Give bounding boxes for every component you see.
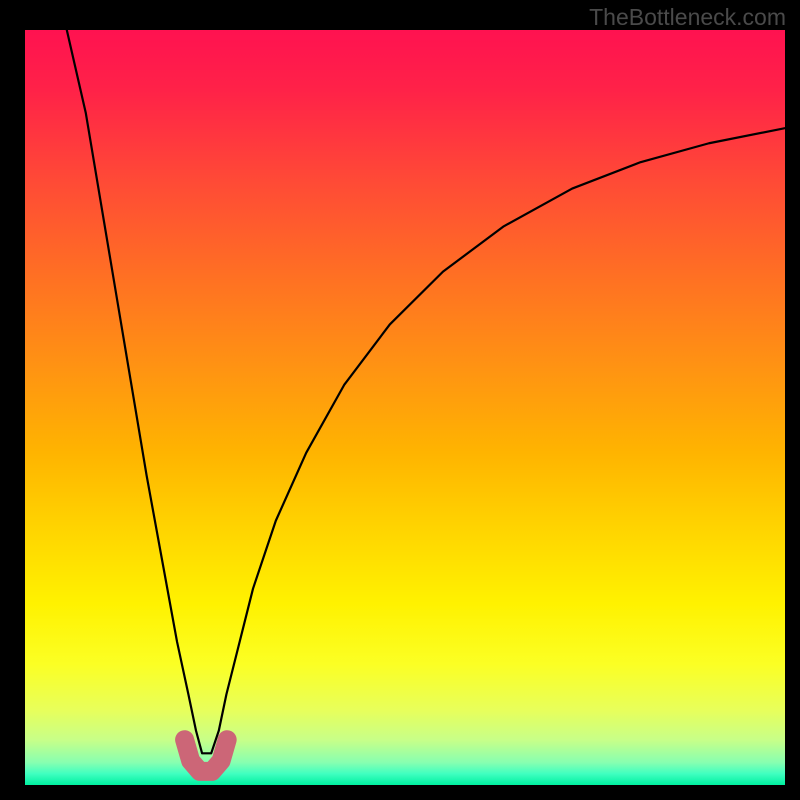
bottleneck-curve [67,30,785,753]
valley-marker [185,740,228,772]
chart-canvas: TheBottleneck.com [0,0,800,800]
watermark-text: TheBottleneck.com [589,4,786,31]
plot-area [25,30,785,785]
curve-layer [25,30,785,785]
